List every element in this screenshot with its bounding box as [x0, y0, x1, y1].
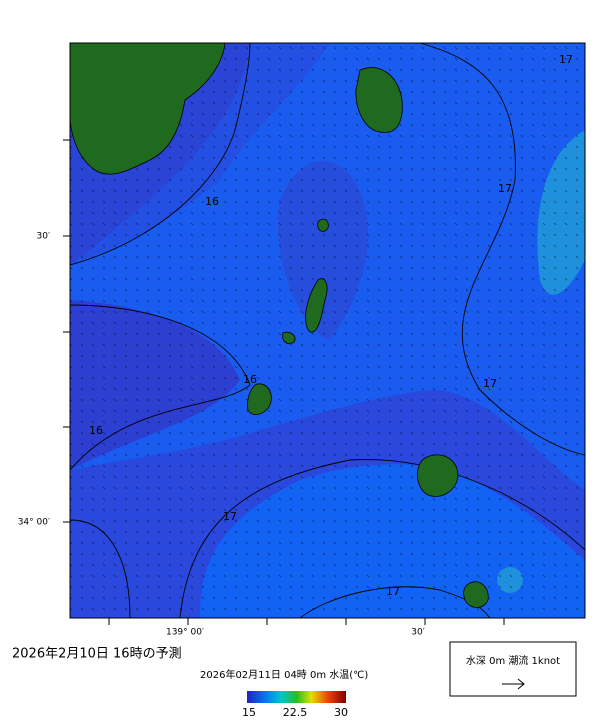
contour-label: 16: [205, 195, 219, 208]
map-area: [70, 43, 585, 618]
contour-label: 17: [483, 377, 497, 390]
lat-label: 30′: [37, 232, 51, 242]
contour-label: 16: [89, 424, 103, 437]
contour-label: 17: [386, 585, 400, 598]
contour-label: 17: [498, 182, 512, 195]
subtitle: 2026年02月11日 04時 0m 水温(℃): [200, 668, 368, 681]
map-frame: [69, 42, 586, 619]
graticule-ticks: [63, 139, 505, 625]
lat-label: 34° 00′: [18, 518, 50, 528]
lon-label: 30′: [411, 628, 425, 638]
legend-label: 水深 0m 潮流 1knot: [466, 654, 560, 667]
colorbar-tick-label: 30: [334, 706, 348, 719]
lon-label: 139° 00′: [166, 628, 204, 638]
legend-arrow: [502, 678, 525, 690]
colorbar-tick-label: 15: [242, 706, 256, 719]
legend-box: [449, 641, 577, 697]
colorbar-tick-label: 22.5: [283, 706, 308, 719]
contour-label: 17: [559, 53, 573, 66]
title: 2026年2月10日 16時の予測: [12, 647, 182, 662]
contour-label: 17: [223, 510, 237, 523]
contour-label: 16: [243, 373, 257, 386]
colorbar: [247, 691, 346, 703]
